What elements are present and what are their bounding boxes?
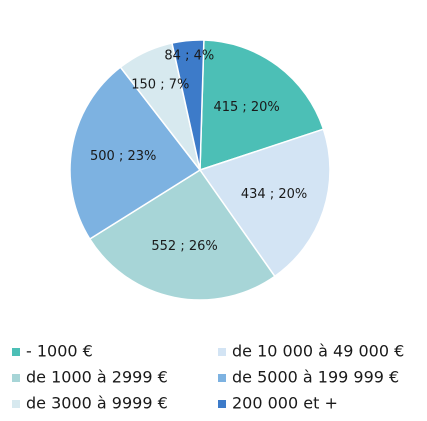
legend-swatch [12, 374, 20, 382]
legend-swatch [218, 400, 226, 408]
legend-label: de 5000 à 199 999 € [232, 368, 399, 387]
pie-slice [69, 66, 202, 241]
data-label: 552 ; 26% [151, 239, 217, 254]
legend-swatch [218, 374, 226, 382]
legend-label: - 1000 € [26, 342, 93, 361]
data-label: 500 ; 23% [90, 149, 156, 164]
pie-slice [88, 168, 276, 301]
legend-label: de 1000 à 2999 € [26, 368, 168, 387]
legend-label: de 10 000 à 49 000 € [232, 342, 404, 361]
data-label: 84 ; 4% [164, 49, 214, 64]
legend-swatch [12, 348, 20, 356]
legend-swatch [12, 400, 20, 408]
legend-label: de 3000 à 9999 € [26, 394, 168, 413]
legend-label: 200 000 et + [232, 394, 338, 413]
data-label: 434 ; 20% [241, 187, 307, 202]
legend-swatch [218, 348, 226, 356]
data-label: 415 ; 20% [213, 100, 279, 115]
data-label: 150 ; 7% [131, 78, 189, 93]
pie-slice [171, 39, 205, 171]
pie-slice [198, 128, 331, 278]
pie-slice [199, 39, 325, 172]
